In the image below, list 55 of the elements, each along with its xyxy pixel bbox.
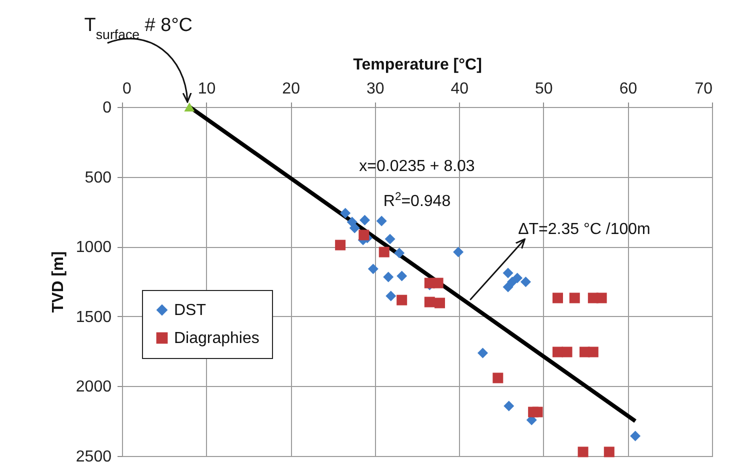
point <box>492 372 504 384</box>
point <box>552 292 563 304</box>
point <box>378 246 390 258</box>
point <box>335 240 346 250</box>
point <box>562 346 572 358</box>
y-tick-label: 500 <box>84 169 112 186</box>
annotation: R$^{2}$=0.948 <box>383 191 451 210</box>
point <box>432 278 444 288</box>
point <box>349 222 360 234</box>
x-tick-label: 60 <box>619 80 638 98</box>
point <box>396 294 408 306</box>
y-tick-label: 2500 <box>76 448 112 466</box>
point <box>376 216 387 226</box>
point <box>504 400 514 412</box>
x-tick-label: 40 <box>450 80 469 98</box>
point <box>520 276 531 288</box>
y-tick-label: 2000 <box>76 378 112 396</box>
point <box>502 268 514 278</box>
annotation: x=0.0235 + 8.03 <box>359 158 475 175</box>
point <box>184 102 195 112</box>
x-tick-label: 50 <box>535 80 553 98</box>
point <box>507 276 518 288</box>
y-tick-label: 1000 <box>76 239 112 256</box>
point <box>578 446 588 458</box>
point <box>383 272 394 282</box>
point <box>358 230 370 240</box>
point <box>396 270 408 282</box>
point <box>340 208 351 218</box>
x-axis-title: Temperature [°C] <box>353 56 482 74</box>
x-tick-label: 0 <box>122 80 132 98</box>
point <box>384 234 396 244</box>
x-tick-label: 30 <box>366 80 384 98</box>
point <box>532 406 543 418</box>
point <box>453 246 464 258</box>
legend-label: Diagraphies <box>174 330 260 347</box>
point <box>569 292 580 304</box>
x-tick-label: 20 <box>282 80 300 98</box>
point <box>630 430 641 442</box>
point <box>478 348 488 358</box>
x-tick-label: 10 <box>198 80 216 98</box>
y-tick-label: 1500 <box>76 308 112 326</box>
point <box>434 298 445 308</box>
y-axis-title: TVD [m] <box>50 251 67 313</box>
legend-label: DST <box>174 302 206 319</box>
x-tick-label: 70 <box>694 80 713 98</box>
point <box>386 290 396 302</box>
point <box>588 346 598 358</box>
point <box>360 214 370 226</box>
annotation: ΔT=2.35 °C /100m <box>518 220 650 238</box>
y-tick-label: 0 <box>102 100 112 116</box>
point <box>368 264 378 274</box>
point <box>604 446 614 458</box>
point <box>424 296 435 308</box>
point <box>394 248 405 258</box>
point <box>596 292 607 304</box>
